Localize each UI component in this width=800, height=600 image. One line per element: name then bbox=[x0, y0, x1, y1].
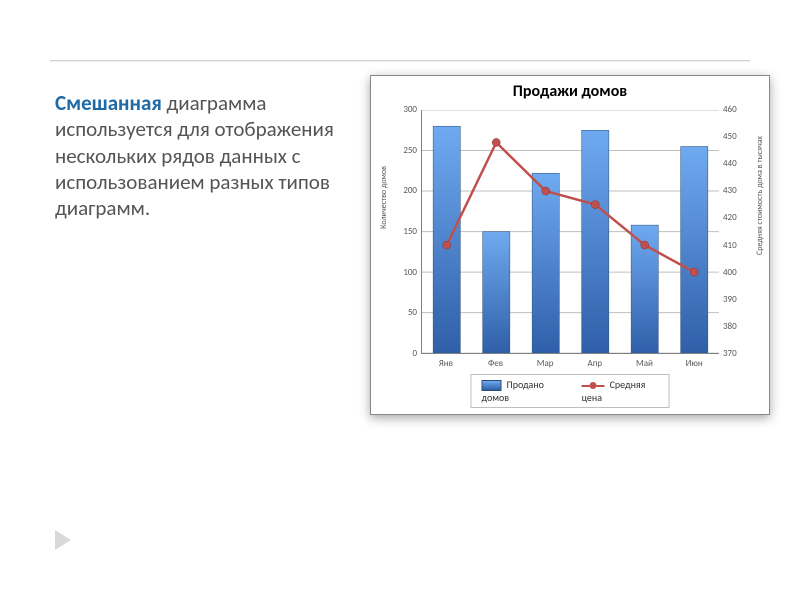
y1-tick: 50 bbox=[391, 307, 417, 318]
y2-tick: 450 bbox=[723, 131, 737, 142]
line-marker bbox=[641, 241, 649, 249]
bar bbox=[483, 232, 510, 354]
y2-tick: 380 bbox=[723, 321, 737, 332]
chevron-right-icon bbox=[55, 530, 71, 550]
bar bbox=[433, 126, 460, 353]
y1-tick: 300 bbox=[391, 104, 417, 115]
bar-swatch-icon bbox=[482, 380, 502, 391]
line-swatch-icon bbox=[582, 382, 605, 389]
description-text: Смешанная диаграмма используется для ото… bbox=[55, 90, 345, 221]
y2-tick: 460 bbox=[723, 104, 737, 115]
y2-tick: 370 bbox=[723, 348, 737, 359]
lead-word: Смешанная bbox=[55, 90, 162, 116]
bar bbox=[582, 130, 609, 353]
chart-title: Продажи домов bbox=[371, 82, 769, 101]
y2-tick: 440 bbox=[723, 158, 737, 169]
x-tick: Янв bbox=[421, 358, 471, 369]
legend-item-bars: Продано домов bbox=[482, 378, 564, 404]
plot-area: 050100150200250300 370380390400410420430… bbox=[421, 110, 719, 354]
x-tick: Апр bbox=[570, 358, 620, 369]
y1-tick: 150 bbox=[391, 226, 417, 237]
y2-axis-label: Средняя стоимость дома в тысячах bbox=[755, 136, 765, 255]
x-tick: Июн bbox=[669, 358, 719, 369]
y1-tick: 0 bbox=[391, 348, 417, 359]
x-tick: Фев bbox=[471, 358, 521, 369]
chart-svg bbox=[421, 110, 719, 354]
line-marker bbox=[542, 187, 550, 195]
chart-container: Продажи домов Количество домов Средняя с… bbox=[370, 75, 770, 415]
line-marker bbox=[690, 268, 698, 276]
y2-tick: 400 bbox=[723, 267, 737, 278]
bar bbox=[681, 146, 708, 353]
legend-item-line: Средняя цена bbox=[582, 378, 659, 404]
bar bbox=[532, 173, 559, 353]
legend: Продано домов Средняя цена bbox=[471, 374, 670, 408]
y2-tick: 430 bbox=[723, 185, 737, 196]
y1-axis-label: Количество домов bbox=[379, 166, 389, 229]
x-tick: Май bbox=[620, 358, 670, 369]
line-marker bbox=[591, 201, 599, 209]
y2-tick: 420 bbox=[723, 212, 737, 223]
y1-tick: 250 bbox=[391, 145, 417, 156]
x-tick: Мар bbox=[520, 358, 570, 369]
y2-tick: 410 bbox=[723, 240, 737, 251]
divider bbox=[50, 60, 750, 62]
slide: Смешанная диаграмма используется для ото… bbox=[0, 0, 800, 600]
y2-tick: 390 bbox=[723, 294, 737, 305]
line-marker bbox=[492, 138, 500, 146]
y1-tick: 100 bbox=[391, 267, 417, 278]
line-marker bbox=[443, 241, 451, 249]
y1-tick: 200 bbox=[391, 185, 417, 196]
